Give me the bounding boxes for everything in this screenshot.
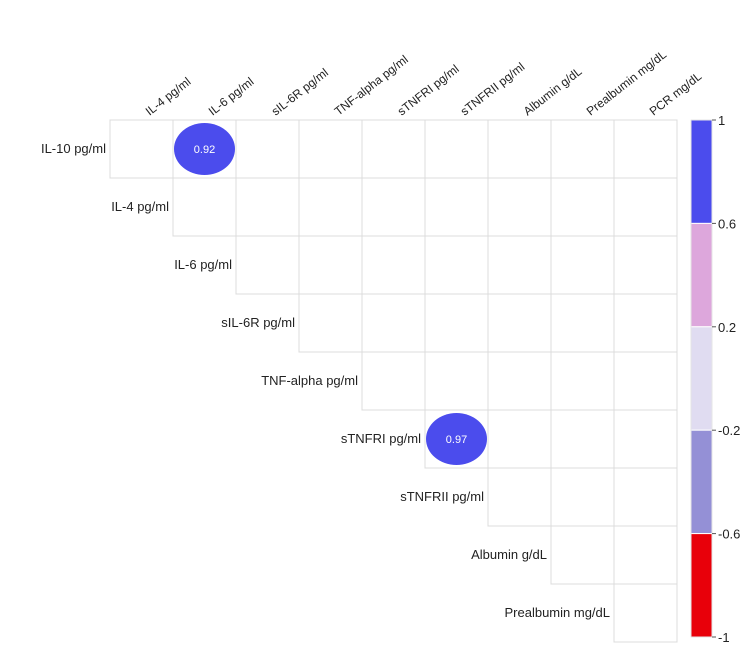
- row-label: IL-10 pg/ml: [41, 141, 106, 156]
- matrix-cell: [550, 293, 615, 353]
- matrix-cell: [613, 409, 678, 469]
- row-label: Albumin g/dL: [471, 547, 547, 562]
- matrix-cell: [613, 177, 678, 237]
- colorbar-outline: [690, 119, 713, 638]
- row-label: IL-4 pg/ml: [111, 199, 169, 214]
- matrix-cell: [424, 119, 489, 179]
- colorbar-segment: [690, 533, 713, 638]
- matrix-cell: [613, 235, 678, 295]
- colorbar-tick-label: -0.6: [718, 527, 740, 542]
- colorbar-tick-label: 0.6: [718, 216, 736, 231]
- matrix-cell: [235, 119, 300, 179]
- matrix-cell: [424, 177, 489, 237]
- matrix-cell: [550, 119, 615, 179]
- matrix-cell: [361, 293, 426, 353]
- colorbar-tick-label: -0.2: [718, 423, 740, 438]
- row-label: sIL-6R pg/ml: [221, 315, 295, 330]
- colorbar-segment: [690, 222, 713, 328]
- matrix-cell: [361, 119, 426, 179]
- colorbar-segment: [690, 119, 713, 224]
- matrix-cell: [550, 409, 615, 469]
- row-label: Prealbumin mg/dL: [505, 605, 611, 620]
- row-label: TNF-alpha pg/ml: [261, 373, 358, 388]
- correlation-value-label: 0.97: [446, 434, 467, 446]
- matrix-cell: [298, 119, 363, 179]
- column-label: PCR mg/dL: [647, 69, 705, 118]
- matrix-cell: [109, 119, 174, 179]
- column-label: sIL-6R pg/ml: [269, 65, 331, 118]
- column-label: IL-6 pg/ml: [206, 74, 257, 118]
- matrix-cell: [613, 351, 678, 411]
- matrix-cell: [487, 293, 552, 353]
- matrix-cell: [361, 351, 426, 411]
- matrix-cell: [424, 235, 489, 295]
- colorbar-segment: [690, 429, 713, 535]
- colorbar-segment: [690, 326, 713, 431]
- matrix-cell: [298, 177, 363, 237]
- matrix-cell: [613, 583, 678, 643]
- matrix-cell: [550, 351, 615, 411]
- matrix-cell: [424, 351, 489, 411]
- colorbar-tick-label: -1: [718, 630, 730, 645]
- matrix-cell: [613, 293, 678, 353]
- matrix-cell: [550, 235, 615, 295]
- column-label: sTNFRI pg/ml: [395, 62, 462, 119]
- matrix-cell: [550, 467, 615, 527]
- correlation-circle: [174, 123, 235, 175]
- matrix-cell: [361, 235, 426, 295]
- correlation-circle: [426, 413, 487, 465]
- row-label: sTNFRII pg/ml: [400, 489, 484, 504]
- matrix-cell: [361, 177, 426, 237]
- colorbar-tick-label: 1: [718, 113, 725, 128]
- row-label: IL-6 pg/ml: [174, 257, 232, 272]
- matrix-cell: [235, 235, 300, 295]
- matrix-cell: [550, 525, 615, 585]
- matrix-cell: [424, 293, 489, 353]
- matrix-cell: [172, 177, 237, 237]
- matrix-cell: [487, 177, 552, 237]
- matrix-cell: [487, 119, 552, 179]
- matrix-cell: [298, 235, 363, 295]
- matrix-cell: [487, 235, 552, 295]
- matrix-cell: [487, 351, 552, 411]
- colorbar-tick-label: 0.2: [718, 320, 736, 335]
- correlation-value-label: 0.92: [194, 144, 215, 156]
- matrix-cell: [613, 467, 678, 527]
- matrix-cell: [613, 119, 678, 179]
- matrix-cell: [613, 525, 678, 585]
- column-label: IL-4 pg/ml: [143, 74, 194, 118]
- row-label: sTNFRI pg/ml: [341, 431, 421, 446]
- column-label: sTNFRII pg/ml: [458, 60, 528, 119]
- matrix-cell: [487, 409, 552, 469]
- column-label: Albumin g/dL: [521, 64, 585, 118]
- matrix-cell: [487, 467, 552, 527]
- matrix-cell: [298, 293, 363, 353]
- matrix-cell: [550, 177, 615, 237]
- matrix-cell: [235, 177, 300, 237]
